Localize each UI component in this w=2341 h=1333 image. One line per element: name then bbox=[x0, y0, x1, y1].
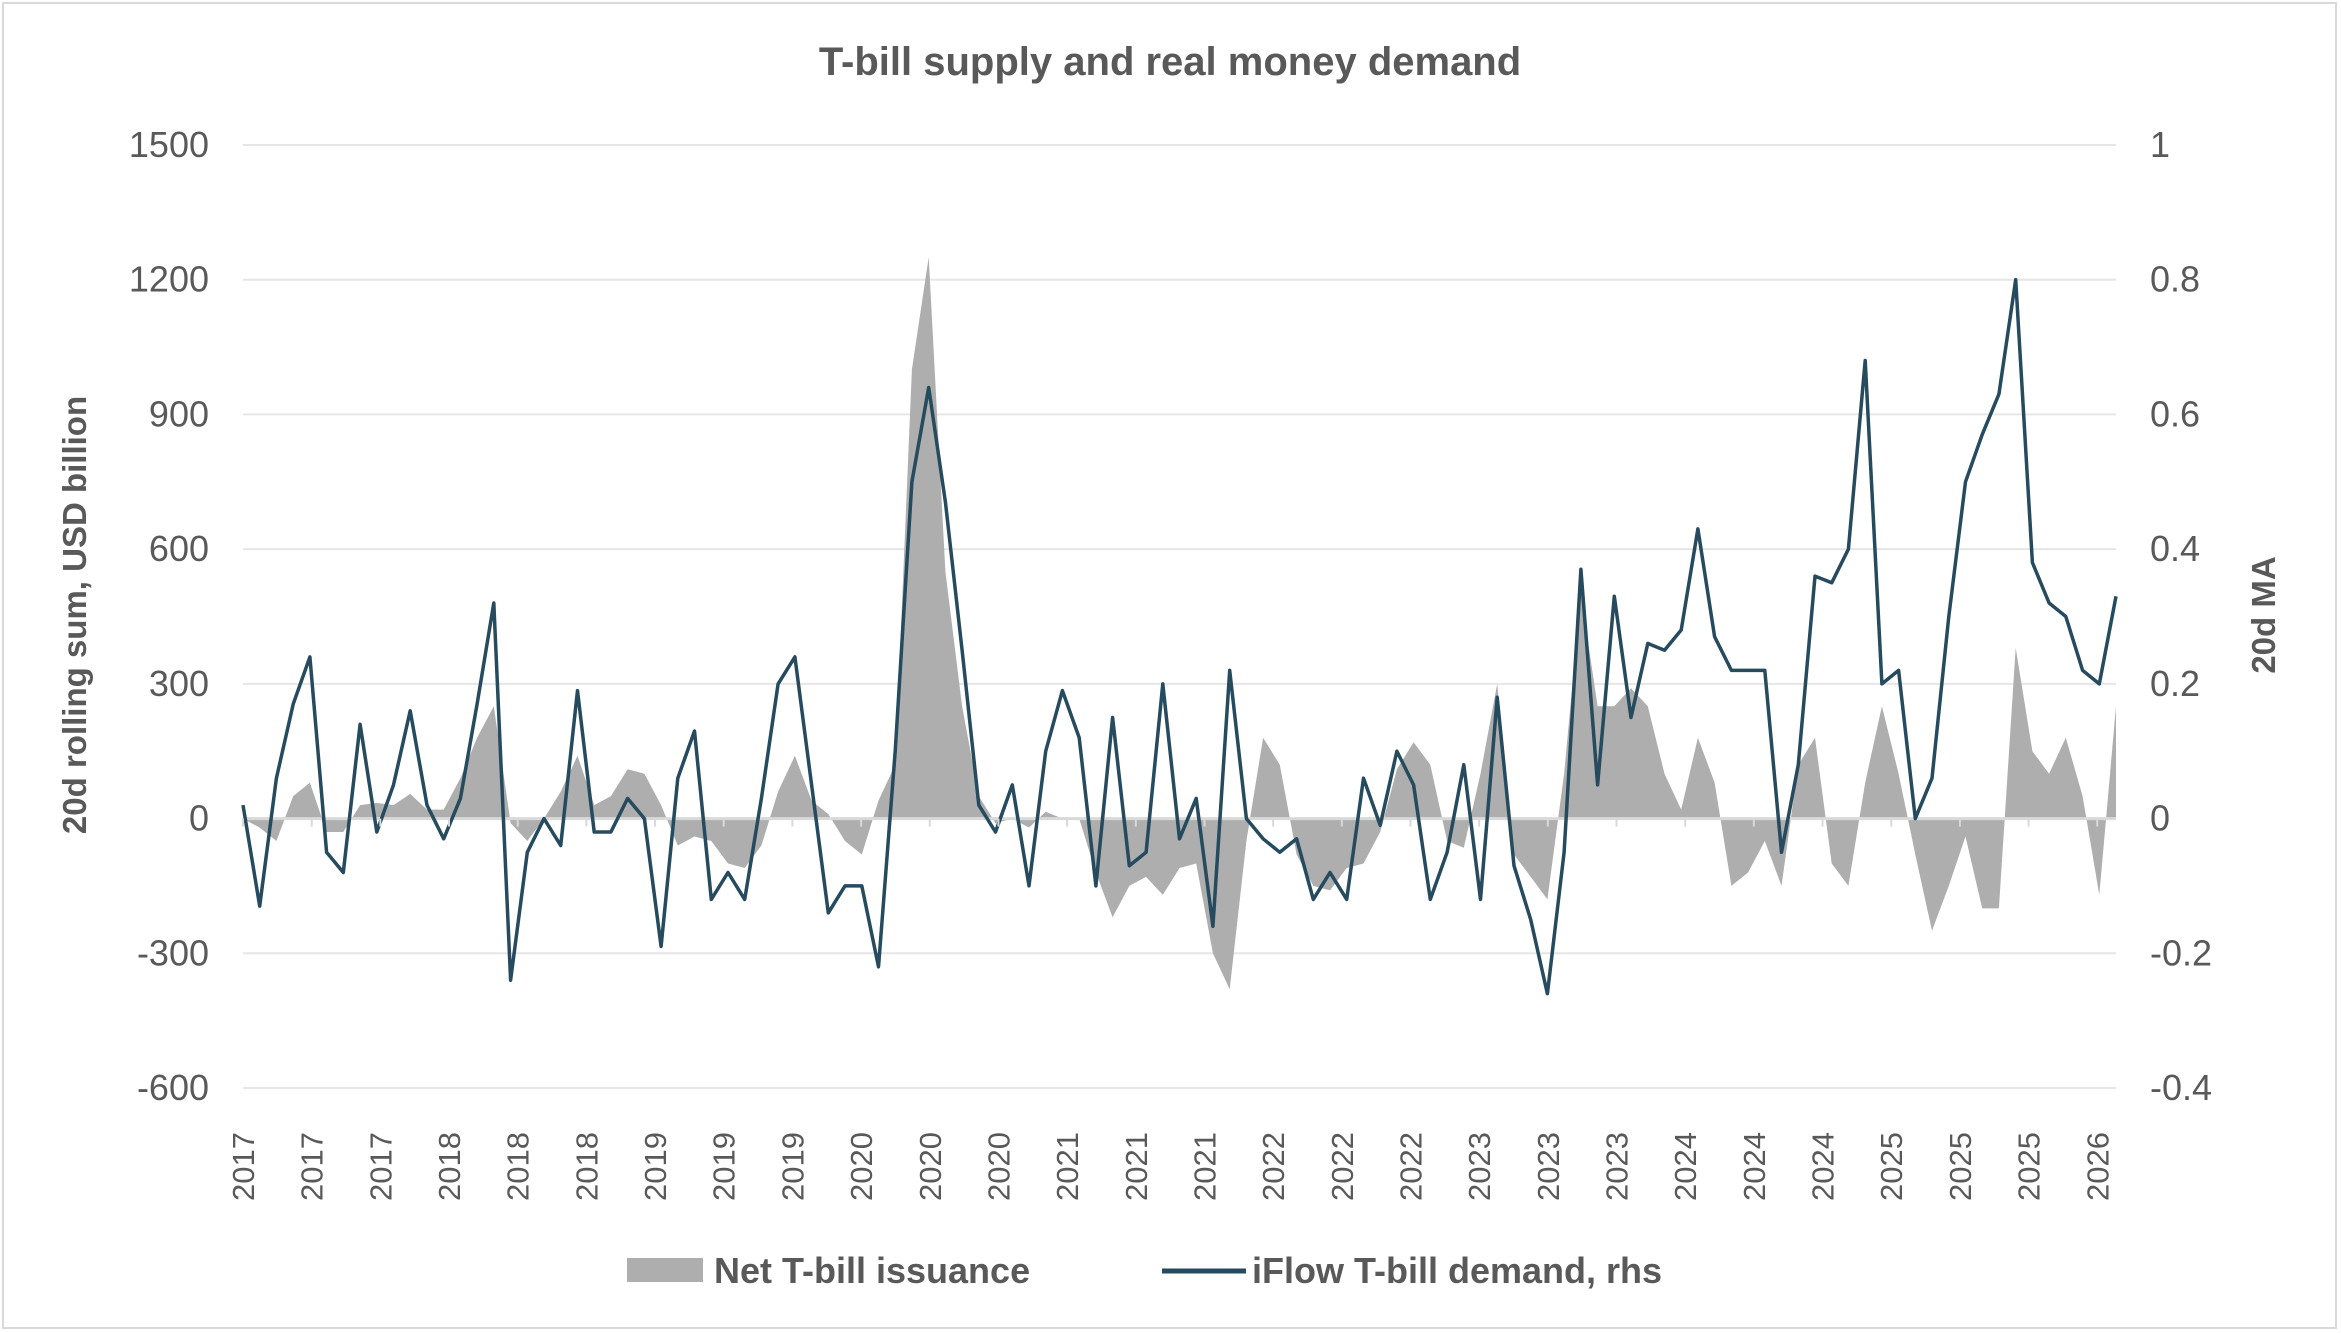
left-tick-label: 1200 bbox=[129, 259, 209, 300]
x-tick-label: 2019 bbox=[638, 1132, 673, 1201]
left-tick-label: 900 bbox=[149, 393, 209, 434]
x-tick-label: 2025 bbox=[1874, 1132, 1909, 1201]
x-tick-label: 2022 bbox=[1394, 1132, 1429, 1201]
chart-title: T-bill supply and real money demand bbox=[819, 40, 1521, 84]
x-tick-label: 2026 bbox=[2080, 1132, 2115, 1201]
x-tick-label: 2021 bbox=[1187, 1132, 1222, 1201]
right-tick-label: -0.2 bbox=[2150, 932, 2212, 973]
x-tick-label: 2023 bbox=[1600, 1132, 1635, 1201]
x-tick-label: 2022 bbox=[1256, 1132, 1291, 1201]
right-tick-label: -0.4 bbox=[2150, 1067, 2212, 1108]
left-tick-label: 300 bbox=[149, 663, 209, 704]
right-tick-label: 0.8 bbox=[2150, 259, 2200, 300]
x-tick-label: 2017 bbox=[226, 1132, 261, 1201]
x-tick-label: 2024 bbox=[1737, 1132, 1772, 1201]
x-tick-label: 2024 bbox=[1668, 1132, 1703, 1201]
x-tick-label: 2022 bbox=[1325, 1132, 1360, 1201]
x-tick-label: 2017 bbox=[363, 1132, 398, 1201]
x-tick-label: 2025 bbox=[1943, 1132, 1978, 1201]
left-tick-label: -300 bbox=[137, 932, 209, 973]
left-tick-label: 0 bbox=[189, 798, 209, 839]
right-tick-label: 0.2 bbox=[2150, 663, 2200, 704]
right-tick-label: 0.4 bbox=[2150, 528, 2200, 569]
legend-label-demand: iFlow T-bill demand, rhs bbox=[1252, 1250, 1662, 1291]
left-axis-title: 20d rolling sum, USD billion bbox=[56, 396, 93, 834]
legend-swatch-issuance bbox=[627, 1258, 703, 1282]
x-axis-ticks: 2017 2017 2017 2018 2018 2018 2019 2019 2019 2020… bbox=[226, 818, 2115, 1201]
x-tick-label: 2019 bbox=[707, 1132, 742, 1201]
right-tick-label: 0.6 bbox=[2150, 393, 2200, 434]
right-axis-ticks: -0.4 -0.2 0 0.2 0.4 0.6 0.8 1 bbox=[2150, 124, 2212, 1108]
x-tick-label: 2020 bbox=[844, 1132, 879, 1201]
x-tick-label: 2021 bbox=[1050, 1132, 1085, 1201]
x-tick-label: 2025 bbox=[2012, 1132, 2047, 1201]
right-axis-title: 20d MA bbox=[2245, 556, 2282, 673]
series-line-iflow-demand bbox=[241, 277, 2118, 996]
x-tick-label: 2020 bbox=[913, 1132, 948, 1201]
x-tick-label: 2017 bbox=[295, 1132, 330, 1201]
left-tick-label: 600 bbox=[149, 528, 209, 569]
left-axis-ticks: -600 -300 0 300 600 900 1200 1500 bbox=[129, 124, 209, 1108]
x-tick-label: 2023 bbox=[1462, 1132, 1497, 1201]
x-tick-label: 2018 bbox=[569, 1132, 604, 1201]
left-tick-label: -600 bbox=[137, 1067, 209, 1108]
x-tick-label: 2020 bbox=[981, 1132, 1016, 1201]
plot-area bbox=[241, 257, 2118, 996]
right-tick-label: 0 bbox=[2150, 798, 2170, 839]
x-tick-label: 2018 bbox=[501, 1132, 536, 1201]
series-area-net-tbill-issuance bbox=[243, 257, 2116, 990]
legend: Net T-bill issuance iFlow T-bill demand,… bbox=[627, 1250, 1662, 1291]
x-tick-label: 2019 bbox=[775, 1132, 810, 1201]
legend-label-issuance: Net T-bill issuance bbox=[714, 1250, 1030, 1291]
right-tick-label: 1 bbox=[2150, 124, 2170, 165]
x-tick-label: 2024 bbox=[1806, 1132, 1841, 1201]
x-tick-label: 2018 bbox=[432, 1132, 467, 1201]
x-tick-label: 2021 bbox=[1119, 1132, 1154, 1201]
gridlines bbox=[243, 144, 2116, 1089]
x-tick-label: 2023 bbox=[1531, 1132, 1566, 1201]
left-tick-label: 1500 bbox=[129, 124, 209, 165]
